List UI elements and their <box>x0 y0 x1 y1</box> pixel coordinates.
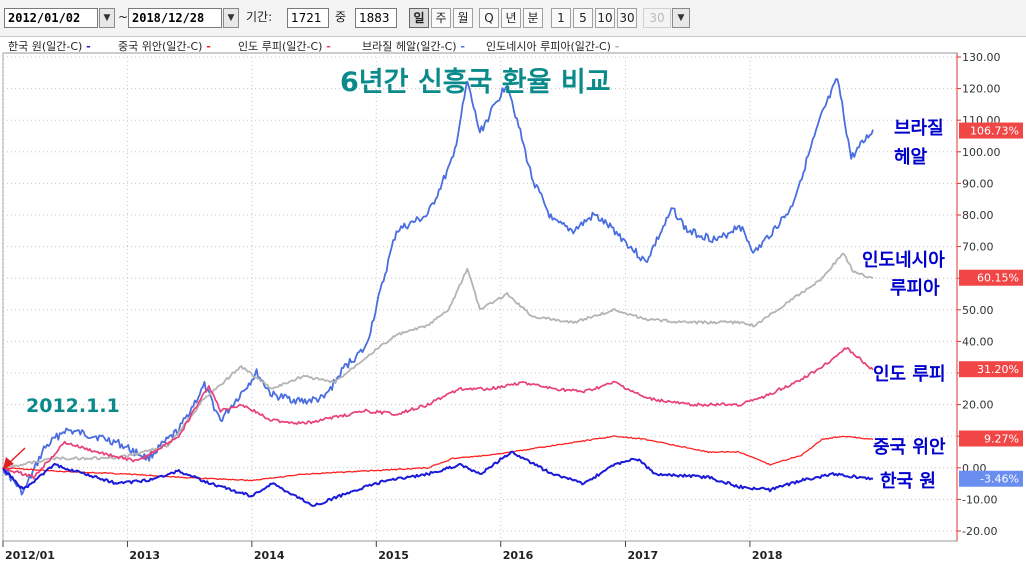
y-tick-label: 90.00 <box>962 177 994 190</box>
indonesia-label-line1: 인도네시아 <box>862 250 945 271</box>
fx-comparison-chart: 130.00120.00110.00100.0090.0080.0070.006… <box>2 51 1023 562</box>
legend-swatch: - <box>202 40 211 53</box>
legend-item: 한국 원(일간-C) - <box>8 40 91 53</box>
chart-title: 6년간 신흥국 환율 비교 <box>340 67 611 98</box>
china-label: 중국 위안 <box>873 437 946 458</box>
periodicity-week-button[interactable]: 주 <box>431 8 451 28</box>
last-value-label: 106.73% <box>970 125 1019 138</box>
last-value-tag <box>959 470 1023 487</box>
interval-30-button[interactable]: 30 <box>617 8 637 28</box>
interval-10-button[interactable]: 10 <box>595 8 615 28</box>
periodicity-minute-button[interactable]: 분 <box>523 8 543 28</box>
brazil-label-line1: 브라질 <box>894 118 944 139</box>
periodicity-quarter-button[interactable]: Q <box>479 8 499 28</box>
y-tick-label: -20.00 <box>962 525 997 538</box>
legend-item: 중국 위안(일간-C) - <box>118 40 211 53</box>
date-range-separator: ~ <box>118 10 129 24</box>
legend-item: 인도 루피(일간-C) - <box>238 40 331 53</box>
interval-dropdown[interactable]: ▼ <box>672 8 690 28</box>
start-arrow-head <box>3 457 14 469</box>
last-value-label: 31.20% <box>977 363 1019 376</box>
legend-swatch: - <box>82 40 91 53</box>
chevron-down-icon: ▼ <box>677 13 685 23</box>
series-line-indonesia <box>2 252 874 469</box>
last-value-tag <box>959 430 1023 447</box>
legend-swatch: - <box>610 40 620 53</box>
x-tick-label: 2016 <box>503 549 534 562</box>
x-tick-label: 2015 <box>378 549 409 562</box>
middle-label: 중 <box>335 10 347 24</box>
series-line-brazil <box>2 78 874 496</box>
x-tick-label: 2013 <box>129 549 160 562</box>
x-tick-label: 2017 <box>628 549 659 562</box>
start-date-dropdown[interactable]: ▼ <box>99 8 115 28</box>
last-value-label: 60.15% <box>977 272 1019 285</box>
periodicity-month-button[interactable]: 월 <box>453 8 473 28</box>
chart-legend: 한국 원(일간-C) - 중국 위안(일간-C) - 인도 루피(일간-C) - 브라… <box>0 37 960 53</box>
last-value-tag <box>959 269 1023 286</box>
x-tick-label: 2012/01 <box>5 549 55 562</box>
series-line-korea <box>2 450 874 507</box>
series-line-china <box>2 435 874 482</box>
end-date-dropdown[interactable]: ▼ <box>223 8 239 28</box>
legend-swatch: - <box>456 40 465 53</box>
brazil-label-line2: 헤알 <box>894 147 928 168</box>
last-value-label: 9.27% <box>984 433 1019 446</box>
legend-item: 인도네시아 루피아(일간-C) - <box>486 40 620 53</box>
plot-frame <box>2 52 958 542</box>
start-date-input[interactable]: 2012/01/02 <box>4 8 98 28</box>
y-tick-label: 120.00 <box>962 83 1001 96</box>
indonesia-label-line2: 루피아 <box>890 278 940 299</box>
custom-interval-input[interactable]: 30 <box>643 8 671 28</box>
chevron-down-icon: ▼ <box>227 13 235 23</box>
start-date-annotation: 2012.1.1 <box>26 395 120 417</box>
end-date-input[interactable]: 2018/12/28 <box>128 8 222 28</box>
y-tick-label: 20.00 <box>962 399 994 412</box>
chart-toolbar: 2012/01/02 ▼ ~ 2018/12/28 ▼ 기간: 1721 중 1… <box>0 0 1026 37</box>
last-value-tag <box>959 361 1023 378</box>
x-tick-label: 2014 <box>254 549 285 562</box>
series-line-india <box>3 346 874 480</box>
interval-1-button[interactable]: 1 <box>551 8 571 28</box>
periodicity-day-button[interactable]: 일 <box>409 8 429 28</box>
interval-5-button[interactable]: 5 <box>573 8 593 28</box>
legend-swatch: - <box>322 40 331 53</box>
y-tick-label: 80.00 <box>962 209 994 222</box>
chevron-down-icon: ▼ <box>103 13 111 23</box>
y-tick-label: 40.00 <box>962 335 994 348</box>
period-label: 기간: <box>246 10 273 24</box>
last-value-tag <box>959 122 1023 139</box>
periodicity-year-button[interactable]: 년 <box>501 8 521 28</box>
x-tick-label: 2018 <box>752 549 783 562</box>
legend-item: 브라질 헤알(일간-C) - <box>362 40 465 53</box>
y-tick-label: 50.00 <box>962 304 994 317</box>
korea-label: 한국 원 <box>880 471 936 492</box>
middle-value-field[interactable]: 1883 <box>355 8 397 28</box>
y-tick-label: 100.00 <box>962 146 1001 159</box>
india-label: 인도 루피 <box>873 364 946 385</box>
y-tick-label: 70.00 <box>962 241 994 254</box>
y-tick-label: -10.00 <box>962 493 997 506</box>
last-value-label: -3.46% <box>980 473 1019 486</box>
y-tick-label: 130.00 <box>962 51 1001 64</box>
period-input[interactable]: 1721 <box>287 8 329 28</box>
